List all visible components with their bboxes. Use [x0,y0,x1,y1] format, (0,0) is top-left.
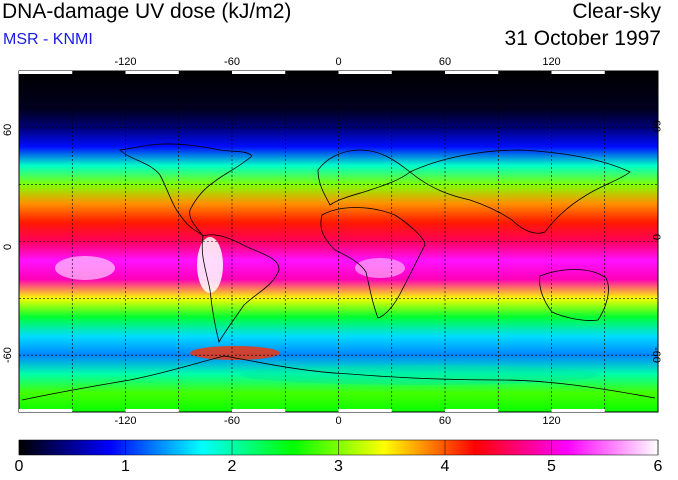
ozone-hole-high-uv [190,346,280,360]
frame-tick-segment [232,71,286,74]
latitude-tick-right: 60 [650,119,662,133]
uv-maximum-africa [355,258,405,278]
coastline-australia [539,269,609,321]
frame-tick-segment [445,409,499,412]
colorbar-tick-label: 5 [547,458,556,475]
colorbar-tick-label: 6 [653,458,663,475]
longitude-tick-top: 0 [335,56,342,68]
field-variations [55,237,600,385]
latitude-tick-right: -60 [650,347,662,364]
colorbar-tick-label: 4 [440,458,450,475]
longitude-tick-top: 120 [542,56,561,68]
coastline-asia [409,149,631,234]
longitude-tick-bottom: -60 [224,415,240,427]
coastline-europe [317,149,411,206]
frame-tick-segment [125,71,179,74]
frame-tick-bar [19,71,605,412]
colorbar-tick-label: 1 [121,458,130,475]
date-label: 31 October 1997 [504,27,661,50]
map-title: DNA-damage UV dose (kJ/m2) [2,0,292,23]
colorbar-tick-label: 3 [334,458,343,475]
longitude-tick-bottom: 0 [335,415,342,427]
coastline-north-america [119,143,253,237]
frame-tick-segment [551,71,605,74]
sky-condition-label: Clear-sky [572,0,661,23]
frame-tick-segment [19,409,73,412]
frame-tick-segment [232,409,286,412]
coastline-south-america [201,234,280,344]
frame-tick-segment [338,409,392,412]
longitude-tick-bottom: 120 [542,415,561,427]
frame-tick-segment [125,409,179,412]
frame-tick-segment [19,71,73,74]
frame-tick-segment [445,71,499,74]
frame-tick-segment [551,409,605,412]
source-label: MSR - KNMI [3,31,93,48]
uv-maximum-andes [197,237,223,293]
colorbar-ticks [18,440,659,455]
frame-tick-segment [338,71,392,74]
latitude-tick-left: 60 [2,123,14,136]
colorbar-tick-label: 2 [227,458,237,475]
longitude-tick-bottom: -120 [114,415,137,427]
longitude-tick-top: -60 [224,56,240,68]
latitude-tick-left: 0 [2,243,14,250]
longitude-tick-bottom: 60 [438,415,452,427]
uv-maximum-pacific [55,256,115,280]
latitude-tick-left: -60 [2,347,14,364]
graticule [19,71,658,412]
longitude-tick-top: 60 [438,56,452,68]
latitude-tick-right: 0 [650,233,662,240]
longitude-tick-top: -120 [114,56,137,68]
colorbar-tick-label: 0 [14,458,24,475]
